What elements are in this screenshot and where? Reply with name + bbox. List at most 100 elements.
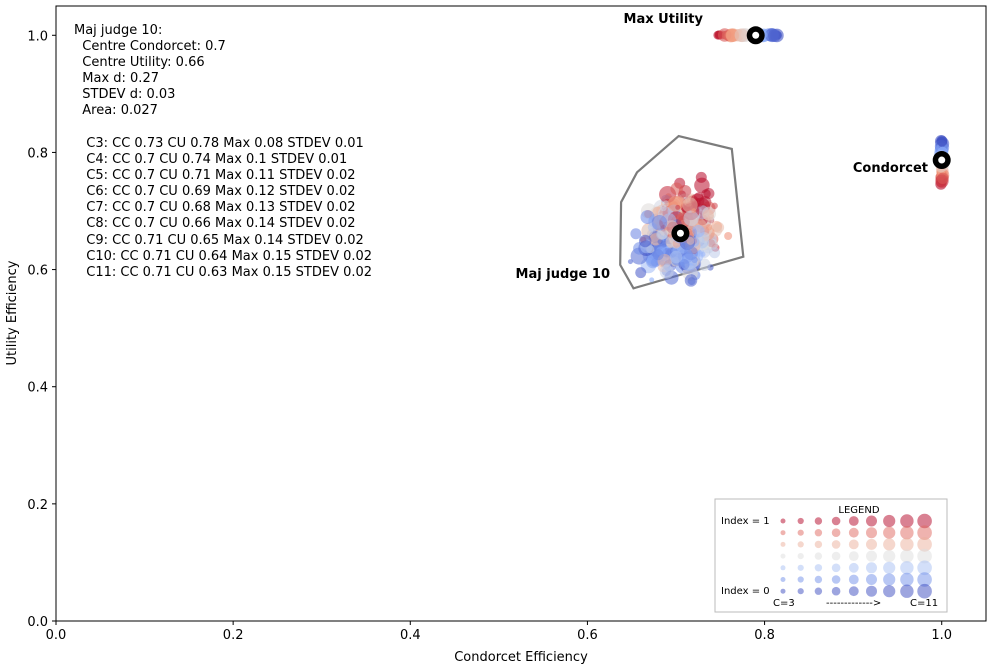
candidate-line: C6: CC 0.7 CU 0.69 Max 0.12 STDEV 0.02 <box>78 184 356 199</box>
data-point <box>707 238 719 250</box>
legend-marker <box>780 530 786 536</box>
legend-marker <box>900 514 914 528</box>
data-point <box>651 215 668 231</box>
data-point <box>638 234 652 248</box>
legend-marker <box>900 549 914 563</box>
data-point <box>936 172 949 185</box>
legend-marker <box>848 562 859 573</box>
data-point <box>669 250 683 264</box>
legend-marker <box>866 515 877 527</box>
plot-frame <box>55 5 987 622</box>
legend-marker <box>814 540 823 549</box>
legend-marker <box>900 526 914 540</box>
legend-marker <box>780 553 786 559</box>
legend-marker <box>831 575 841 584</box>
legend-index-bottom: Index = 0 <box>721 586 770 597</box>
stats-title: Maj judge 10: <box>74 23 162 38</box>
data-point <box>675 204 681 210</box>
stats-line: Centre Utility: 0.66 <box>74 55 205 70</box>
x-tick-label: 0.8 <box>754 628 775 643</box>
legend-marker <box>883 538 896 551</box>
data-point <box>686 236 695 245</box>
label-max-utility: Max Utility <box>624 12 704 27</box>
legend: LEGEND Index = 1 Index = 0 C=3 ---------… <box>714 498 948 613</box>
legend-marker <box>917 548 932 564</box>
legend-marker <box>780 518 786 524</box>
x-tick-label: 0.2 <box>223 628 244 643</box>
data-point <box>695 171 707 183</box>
stats-line: Max d: 0.27 <box>74 71 159 86</box>
x-tick-label: 0.6 <box>577 628 598 643</box>
legend-arrow: -------------> <box>826 598 881 609</box>
legend-marker <box>780 588 786 594</box>
data-point <box>667 196 684 212</box>
data-point <box>734 28 749 42</box>
hull-outline <box>619 134 745 290</box>
stats-line: STDEV d: 0.03 <box>74 87 175 102</box>
y-tick-label: 0.0 <box>27 615 48 630</box>
legend-marker <box>866 585 877 597</box>
legend-marker <box>848 516 859 526</box>
data-point <box>698 258 711 271</box>
y-tick-label: 0.2 <box>27 498 48 513</box>
data-point <box>711 202 718 210</box>
legend-marker <box>797 588 804 595</box>
legend-marker <box>900 561 914 575</box>
legend-marker <box>780 541 786 547</box>
centre-marker <box>932 151 951 170</box>
data-point <box>683 210 699 227</box>
data-point <box>670 182 683 195</box>
candidate-line: C4: CC 0.7 CU 0.74 Max 0.1 STDEV 0.01 <box>78 152 347 167</box>
legend-marker <box>797 576 804 583</box>
legend-marker <box>848 574 859 585</box>
legend-marker <box>831 540 841 549</box>
legend-marker <box>917 572 932 587</box>
data-point <box>640 210 655 225</box>
centre-marker <box>746 26 765 45</box>
legend-marker <box>797 541 804 548</box>
legend-c-min: C=3 <box>773 598 795 609</box>
legend-marker <box>883 550 896 563</box>
data-point <box>691 208 697 214</box>
candidate-line: C9: CC 0.71 CU 0.65 Max 0.14 STDEV 0.02 <box>78 233 364 248</box>
data-point <box>705 224 713 231</box>
x-tick-label: 0.4 <box>400 628 421 643</box>
legend-marker <box>848 586 859 597</box>
candidate-line: C5: CC 0.7 CU 0.71 Max 0.11 STDEV 0.02 <box>78 168 356 183</box>
y-tick-label: 0.6 <box>27 264 48 279</box>
x-tick-label: 1.0 <box>931 628 952 643</box>
legend-marker <box>780 565 786 571</box>
candidate-line: C10: CC 0.71 CU 0.64 Max 0.15 STDEV 0.02 <box>78 249 372 264</box>
y-tick-label: 0.4 <box>27 381 48 396</box>
legend-marker <box>883 514 896 528</box>
centre-marker-core <box>676 229 684 237</box>
data-point <box>649 277 655 283</box>
legend-marker <box>848 551 859 561</box>
data-point <box>679 262 685 268</box>
label-condorcet: Condorcet <box>853 161 928 176</box>
legend-marker <box>917 583 932 599</box>
convex-hull <box>619 134 745 290</box>
legend-marker <box>917 525 932 540</box>
data-point <box>936 135 948 147</box>
legend-marker <box>797 553 804 560</box>
legend-marker-grid <box>780 513 932 599</box>
y-axis-ticks: 0.0 0.2 0.4 0.6 0.8 1.0 <box>27 29 56 630</box>
stats-block: Maj judge 10: Centre Condorcet: 0.7 Cent… <box>74 23 372 280</box>
legend-marker <box>900 537 914 552</box>
data-point <box>635 267 647 279</box>
y-tick-label: 1.0 <box>27 29 48 44</box>
legend-marker <box>831 551 841 561</box>
legend-marker <box>831 586 841 596</box>
y-tick-label: 0.8 <box>27 146 48 161</box>
legend-marker <box>797 564 804 571</box>
candidate-line: C11: CC 0.71 CU 0.63 Max 0.15 STDEV 0.02 <box>78 265 372 280</box>
legend-marker <box>917 537 932 552</box>
legend-marker <box>814 575 823 584</box>
legend-marker <box>831 516 841 526</box>
legend-marker <box>917 513 932 529</box>
data-point <box>703 188 715 200</box>
x-axis-label: Condorcet Efficiency <box>454 650 588 665</box>
data-point <box>683 246 698 261</box>
data-point <box>656 228 668 240</box>
